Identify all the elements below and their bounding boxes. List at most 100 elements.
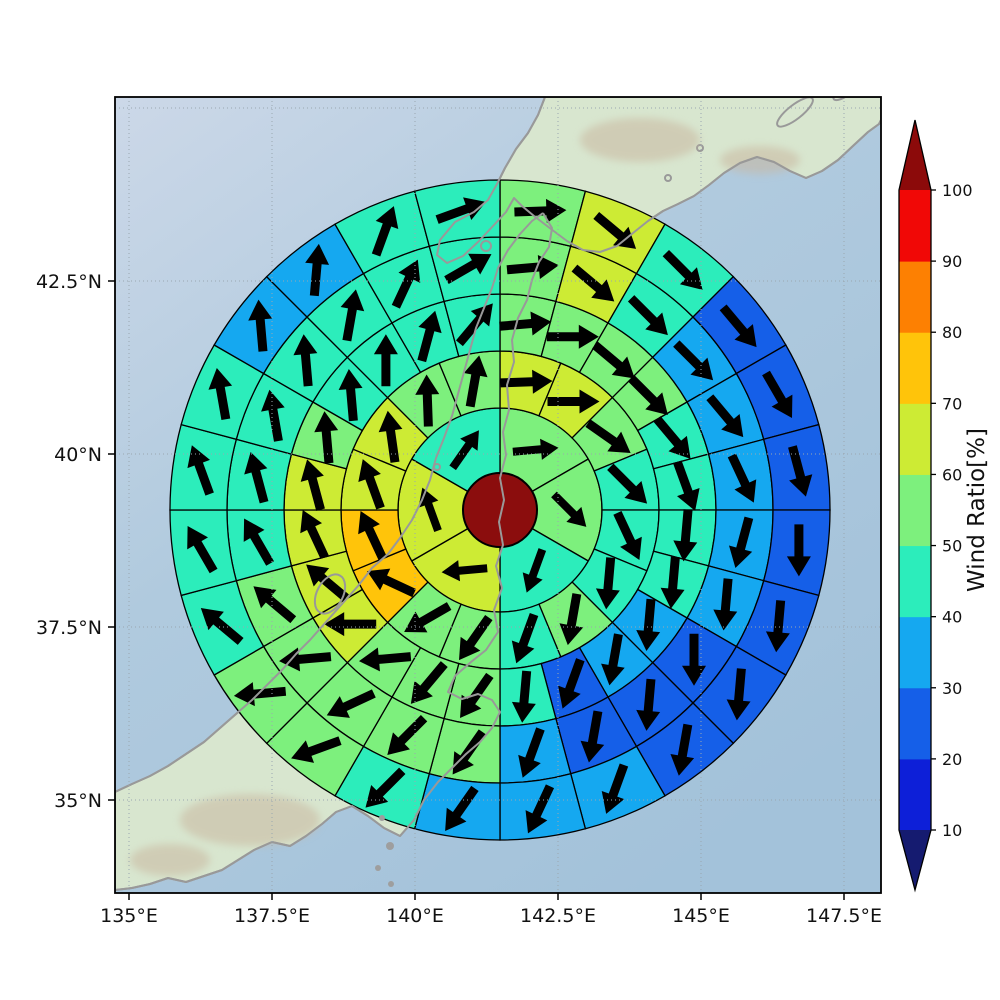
kuril-islet: [832, 97, 864, 102]
wind-arrow-r5-s10: [670, 723, 695, 776]
colorbar-label: Wind Ratio[%]: [964, 428, 990, 592]
graticule: [115, 97, 881, 893]
wind-arrow-r4-s21: [293, 334, 318, 387]
x-tick-label: 145°E: [672, 905, 730, 927]
wind-arrow-r4-s5: [706, 394, 744, 438]
wind-arrow-r5-s17: [200, 608, 244, 645]
terrain-relief: [130, 118, 800, 876]
colorbar-tick-label: 30: [942, 679, 962, 698]
wind-arrow-r1-s2: [551, 491, 587, 527]
wind-arrow-r2-s5: [613, 510, 642, 560]
wind-arrow-r5-s14: [365, 767, 406, 808]
y-tick-label: 40°N: [54, 444, 102, 466]
wind-arrow-r4-s12: [518, 727, 545, 778]
plot-border: [114, 96, 882, 894]
wind-arrow-r2-s1: [500, 369, 553, 394]
wind-arrow-r3-s22: [373, 334, 398, 387]
x-tick-label: 142.5°E: [520, 905, 596, 927]
wind-arrow-r3-s18: [300, 510, 329, 560]
wind-arrow-r3-s21: [338, 369, 363, 422]
colorbar-band-10-20: [899, 758, 931, 831]
colorbar-tick-label: 50: [942, 537, 962, 556]
colorbar-band-30-40: [899, 616, 931, 689]
wind-arrow-r4-s3: [627, 295, 668, 336]
wind-arrow-r4-s10: [636, 678, 661, 731]
small-islet: [664, 174, 672, 182]
colorbar-tick-label: 60: [942, 465, 962, 484]
x-axis-ticks: 135°E 137.5°E 140°E 142.5°E 145°E 147.5°E: [100, 893, 882, 927]
wind-arrow-r2-s13: [358, 459, 385, 510]
wind-arrow-r5-s19: [187, 445, 214, 496]
y-tick-label: 35°N: [54, 790, 102, 812]
wind-arrow-r2-s7: [559, 593, 584, 646]
colorbar-tick-label: 20: [942, 750, 962, 769]
wind-arrow-r3-s11: [558, 658, 585, 709]
wind-arrow-r2-s10: [404, 602, 452, 633]
wind-arrow-r2-s2: [547, 389, 600, 414]
wind-arrow-r4-s1: [506, 255, 559, 279]
wind-arrow-r3-s1: [499, 311, 552, 336]
wind-arrow-r4-s17: [253, 586, 297, 624]
wind-arrow-r5-s9: [726, 668, 751, 721]
wind-arrow-r2-s11: [367, 568, 417, 598]
coastline-overlay: [115, 97, 881, 891]
x-tick-label: 140°E: [386, 905, 444, 927]
wind-arrow-r3-s9: [636, 598, 661, 651]
wind-arrow-r5-s4: [719, 304, 757, 348]
wind-arrow-r3-s6: [673, 460, 700, 511]
x-tick-label: 137.5°E: [234, 905, 310, 927]
colorbar-band-40-50: [899, 545, 931, 618]
wind-arrow-r4-s6: [727, 453, 757, 503]
wind-arrow-r5-s22: [305, 243, 330, 297]
wind-arrow-r2-s8: [511, 612, 539, 664]
wind-arrow-r5-s6: [788, 445, 813, 497]
wind-arrow-r3-s20: [314, 411, 339, 464]
x-tick-label: 147.5°E: [806, 905, 882, 927]
wind-arrow-r2-s16: [463, 355, 488, 408]
colorbar-ticks: 100 90 80 70 60 50 40 30 20 10: [931, 181, 973, 840]
wind-arrow-r1-s5: [418, 487, 442, 533]
wind-arrow-r1-s1: [512, 438, 559, 460]
wind-arrow-r3-s3: [592, 341, 635, 379]
wind-arrow-r3-s14: [410, 661, 448, 704]
wind-arrow-r4-s18: [243, 518, 274, 566]
colorbar-tick-label: 80: [942, 323, 962, 342]
wind-arrow-r3-s16: [324, 612, 377, 637]
colorbar-extend-over: [899, 120, 931, 190]
wind-arrow-r5-s3: [662, 249, 703, 290]
colorbar-band-50-60: [899, 474, 931, 547]
wind-arrow-r5-s23: [371, 206, 399, 257]
colorbar-band-60-70: [899, 403, 931, 475]
wind-arrow-r1-s3: [522, 548, 547, 593]
wind-arrow-r4-s4: [673, 340, 714, 381]
kuril-islet: [776, 97, 814, 128]
wind-arrow-r5-s8: [765, 600, 790, 653]
wind-arrow-r4-s15: [326, 689, 376, 718]
wind-arrow-r4-s9: [682, 633, 706, 686]
wind-arrow-r3-s15: [359, 647, 412, 672]
y-tick-label: 37.5°N: [36, 617, 102, 639]
wind-arrow-r5-s20: [208, 368, 233, 421]
wind-arrow-r5-s1: [514, 198, 567, 223]
wind-arrow-r3-s7: [673, 509, 698, 562]
wind-arrow-r2-s6: [595, 557, 620, 610]
colorbar-band-70-80: [899, 332, 931, 404]
wind-arrow-r3-s19: [300, 459, 325, 511]
wind-arrow-r5-s15: [291, 736, 342, 763]
wind-arrow-r2-s4: [607, 463, 648, 504]
colorbar-tick-label: 100: [942, 181, 973, 200]
wind-arrow-r2-s12: [358, 511, 387, 561]
wind-arrow-r4-s20: [261, 389, 285, 442]
colorbar-extend-under: [899, 830, 931, 890]
wind-arrow-r3-s23: [417, 310, 442, 363]
wind-arrow-r5-s21: [248, 299, 273, 352]
colorbar-band-20-30: [899, 687, 931, 760]
wind-arrow-r5-s11: [601, 763, 629, 814]
wind-arrow-r4-s2: [571, 264, 615, 302]
wind-arrow-r3-s24: [455, 303, 493, 347]
epicenter-marker: [462, 472, 538, 548]
y-tick-label: 42.5°N: [36, 271, 102, 293]
wind-arrow-r3-s2: [546, 324, 599, 349]
wind-arrow-r3-s4: [627, 375, 668, 415]
